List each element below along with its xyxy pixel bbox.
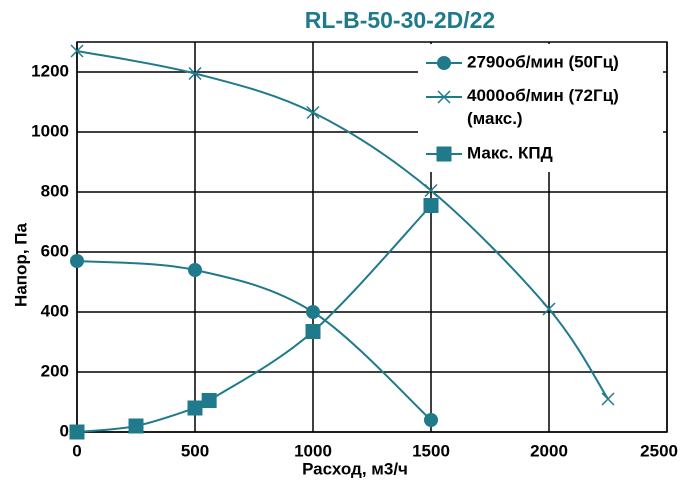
y-axis-label: Напор, Па xyxy=(11,223,30,307)
legend-label: 2790об/мин (50Гц) xyxy=(467,52,619,71)
marker xyxy=(128,418,144,434)
marker xyxy=(601,392,615,406)
legend-label: Макс. КПД xyxy=(467,143,553,162)
x-tick-label: 1500 xyxy=(412,441,450,460)
marker xyxy=(423,198,439,213)
marker xyxy=(424,183,438,198)
marker xyxy=(70,254,84,268)
legend-box xyxy=(418,44,663,172)
legend-label: 4000об/мин (72Гц) (макс.) xyxy=(467,86,619,128)
y-tick-label: 1000 xyxy=(31,121,69,140)
x-tick-label: 2500 xyxy=(640,441,678,460)
x-axis-label: Расход, м3/ч xyxy=(302,459,408,478)
marker xyxy=(69,424,85,440)
series-line xyxy=(76,260,432,421)
marker xyxy=(201,393,217,408)
marker xyxy=(188,263,202,277)
y-tick-label: 200 xyxy=(41,361,69,380)
x-tick-label: 2000 xyxy=(530,441,568,460)
y-tick-label: 400 xyxy=(41,301,69,320)
y-tick-label: 600 xyxy=(41,241,69,260)
legend-marker xyxy=(437,90,451,104)
marker xyxy=(70,44,84,58)
marker xyxy=(188,66,202,81)
chart-title: RL-B-50-30-2D/22 xyxy=(305,7,495,33)
y-tick-label: 800 xyxy=(41,181,69,200)
marker xyxy=(306,305,320,319)
series-line xyxy=(76,204,432,433)
marker xyxy=(187,400,203,416)
y-tick-label: 1200 xyxy=(31,61,69,80)
marker xyxy=(306,105,320,120)
legend-marker xyxy=(437,56,451,70)
x-tick-label: 0 xyxy=(72,441,81,460)
x-tick-label: 1000 xyxy=(294,441,332,460)
marker xyxy=(542,302,556,316)
legend: 2790об/мин (50Гц) 4000об/мин (72Гц) (макс.… xyxy=(418,44,663,172)
marker xyxy=(305,324,321,339)
plot-frame xyxy=(76,41,668,433)
marker xyxy=(424,413,438,427)
y-tick-label: 0 xyxy=(60,421,69,440)
legend-marker xyxy=(436,146,452,162)
x-tick-label: 500 xyxy=(181,441,209,460)
